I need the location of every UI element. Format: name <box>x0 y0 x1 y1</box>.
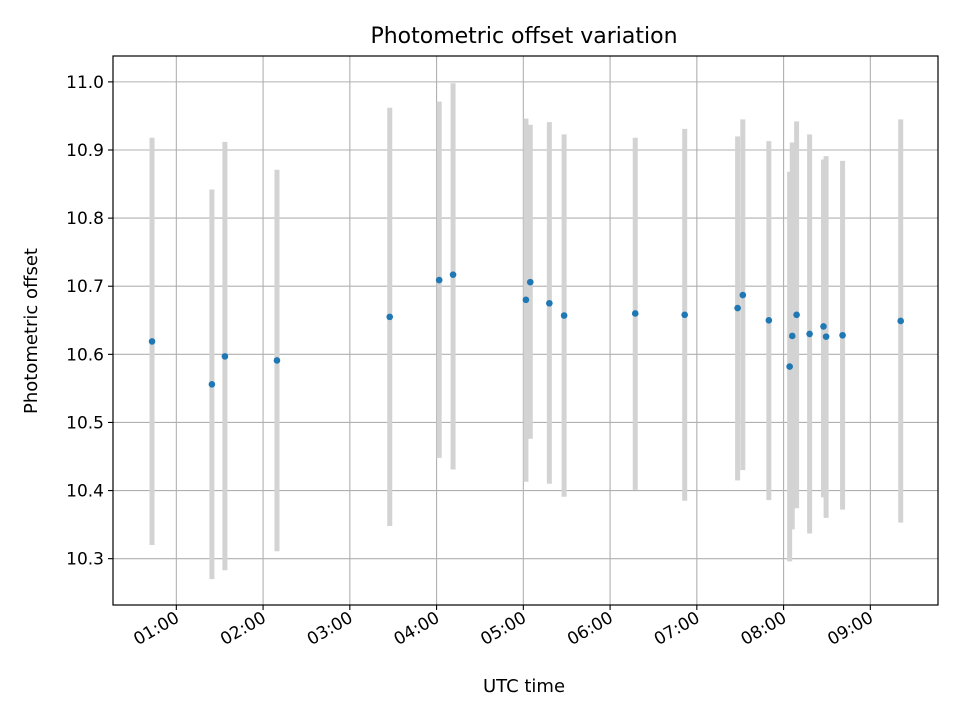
y-tick-label: 11.0 <box>66 73 104 93</box>
data-point <box>449 271 457 278</box>
y-tick-label: 10.8 <box>66 209 104 229</box>
y-tick-label: 10.4 <box>66 482 104 502</box>
chart-title: Photometric offset variation <box>370 24 677 49</box>
data-point <box>897 317 904 325</box>
data-points <box>148 271 904 388</box>
data-point <box>546 299 553 307</box>
y-tick-label: 10.3 <box>66 550 104 570</box>
data-point <box>208 381 216 388</box>
data-point <box>765 316 773 324</box>
data-point <box>820 323 827 330</box>
data-point <box>788 332 796 340</box>
y-axis-label: Photometric offset <box>21 248 42 414</box>
data-point <box>793 311 800 319</box>
data-point <box>806 330 813 338</box>
data-point <box>386 313 394 321</box>
data-point <box>148 338 156 345</box>
y-tick-label: 10.6 <box>66 345 104 365</box>
data-point <box>560 312 568 319</box>
data-point <box>631 310 639 317</box>
data-point <box>734 304 741 312</box>
data-point <box>839 331 846 339</box>
plot-frame <box>112 55 939 606</box>
y-tick-label: 10.7 <box>66 277 104 297</box>
y-tick-label: 10.5 <box>66 413 104 433</box>
x-axis-label: UTC time <box>483 676 565 697</box>
data-point <box>221 353 229 360</box>
data-point <box>822 333 830 340</box>
data-point <box>526 278 534 286</box>
data-point <box>739 291 747 299</box>
data-point <box>435 276 443 284</box>
data-point <box>522 296 530 304</box>
data-point <box>786 363 793 370</box>
data-point <box>681 311 688 319</box>
data-point <box>273 357 281 364</box>
y-tick-label: 10.9 <box>66 141 104 161</box>
